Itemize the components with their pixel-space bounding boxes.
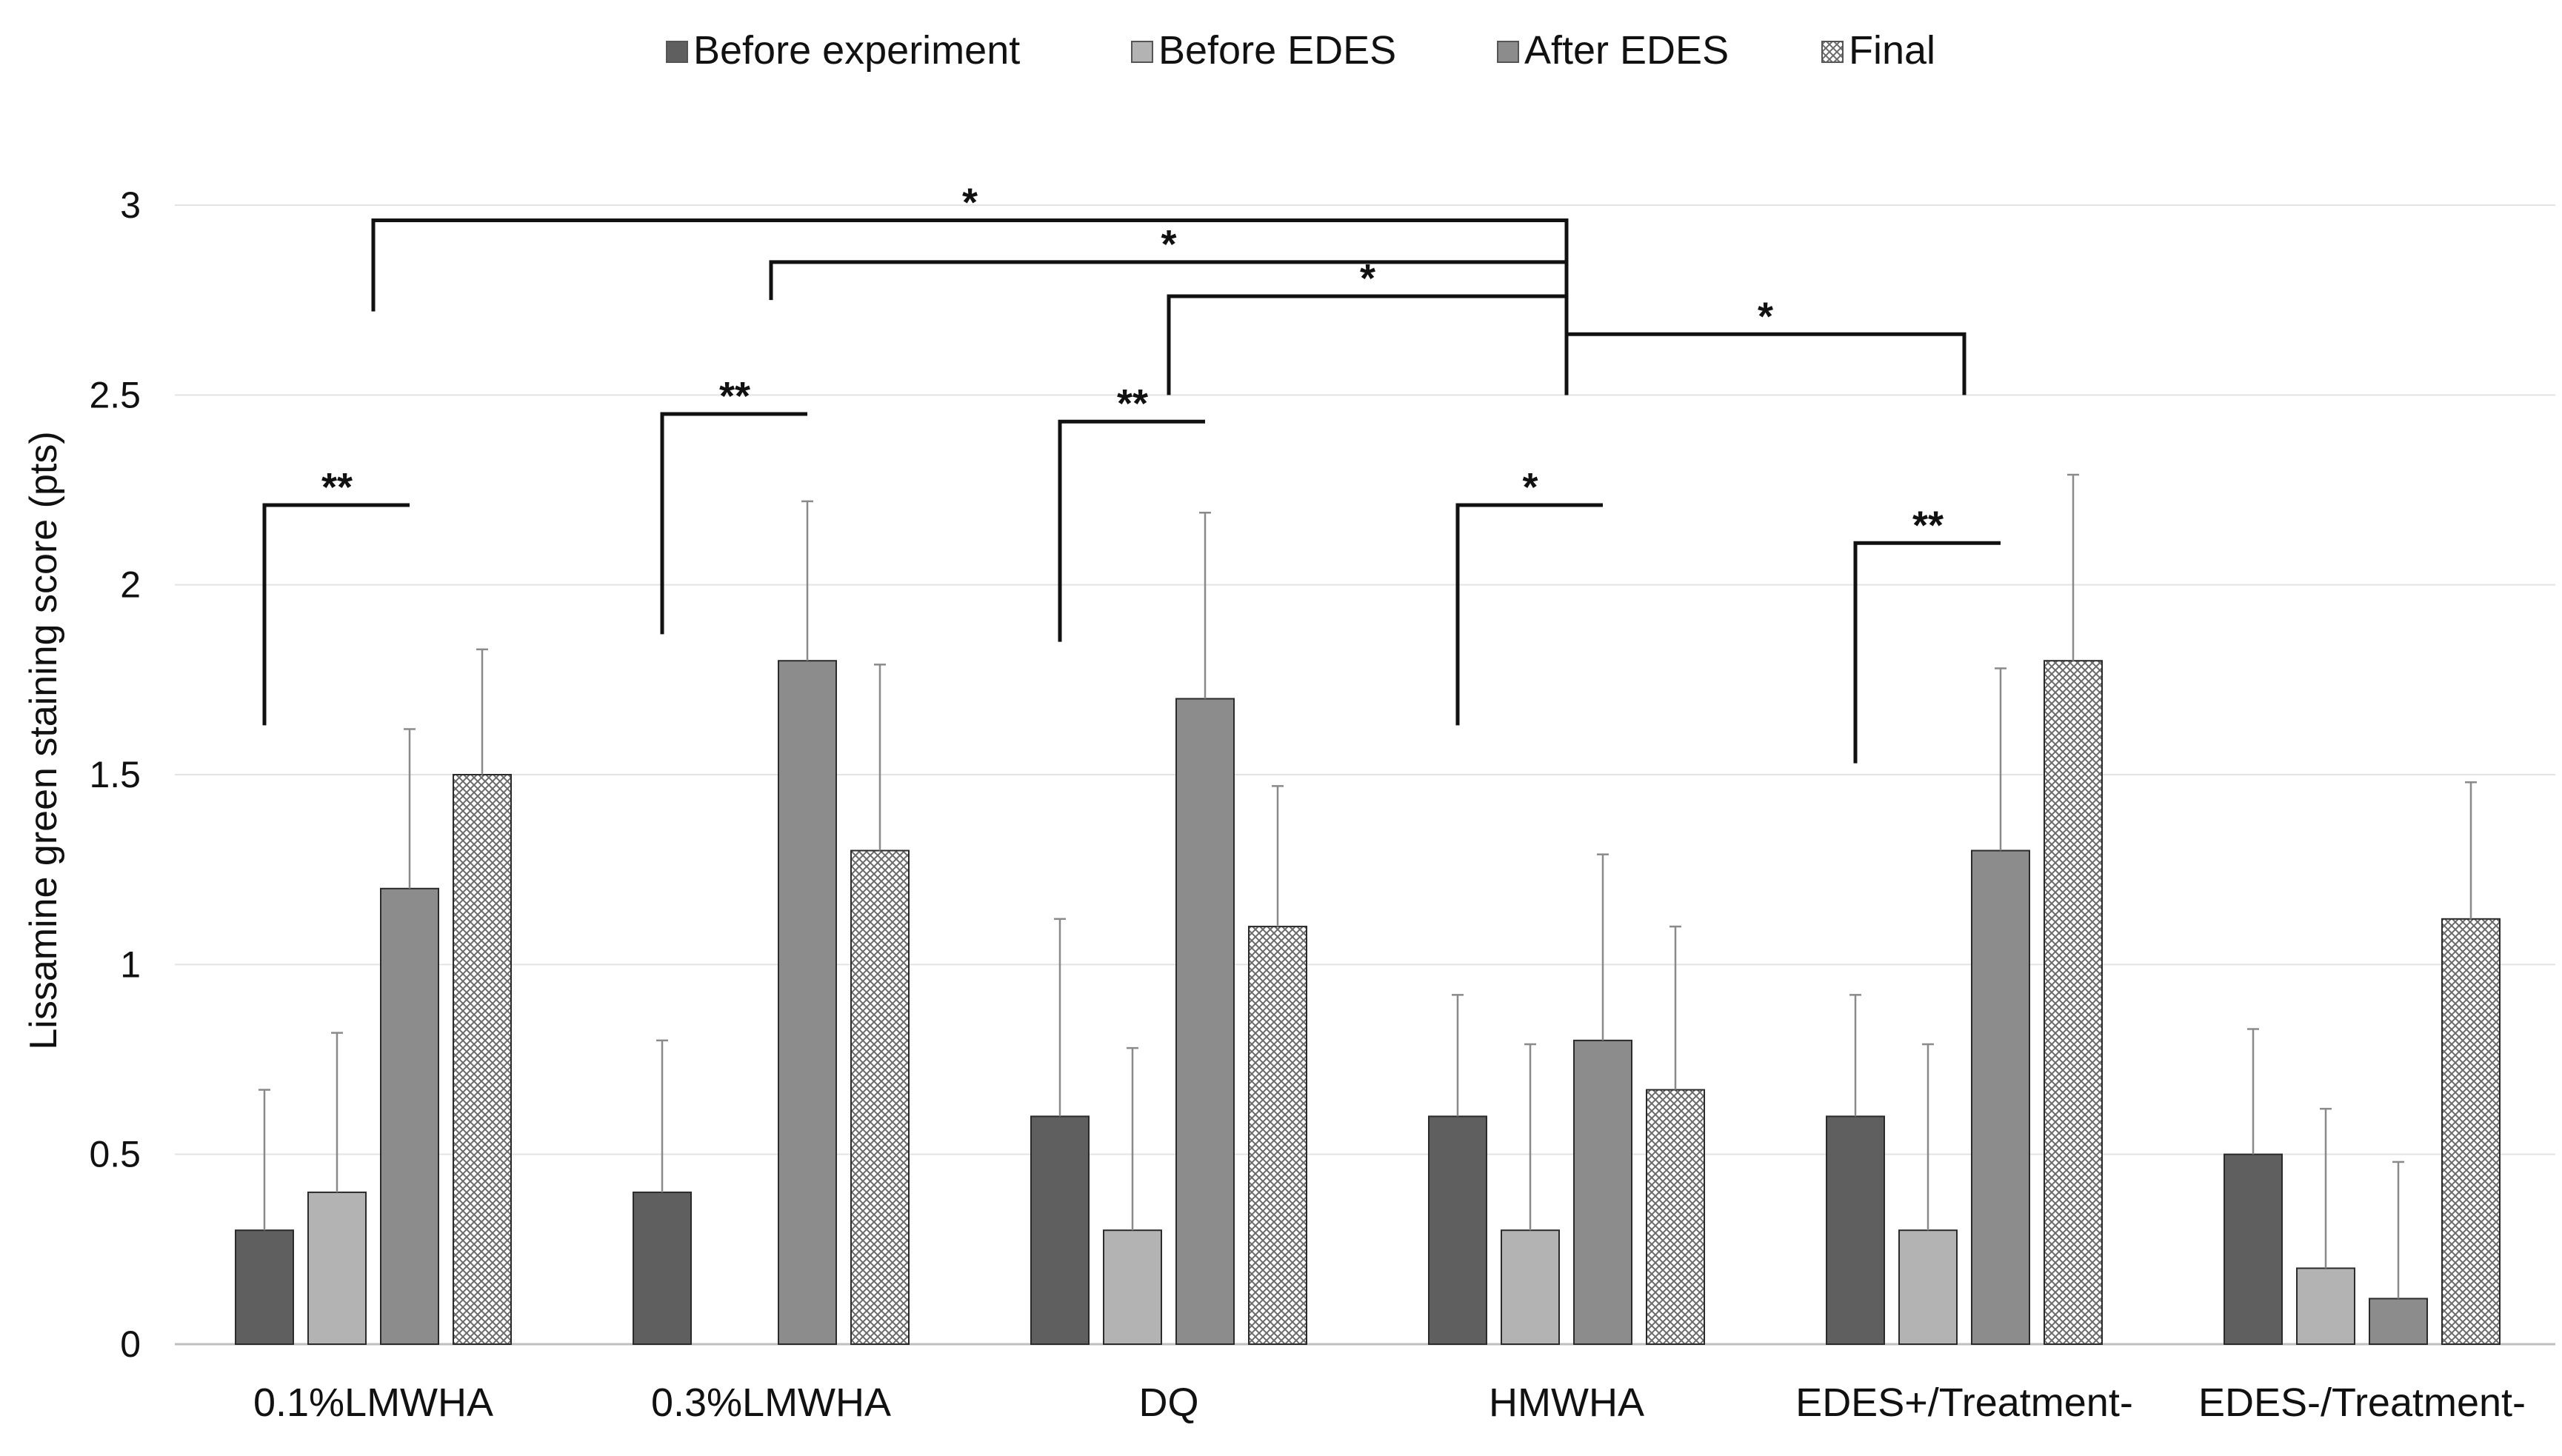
y-tick-label: 0	[120, 1323, 141, 1365]
bar	[2296, 1267, 2355, 1346]
significance-bracket	[660, 412, 807, 635]
legend-swatch-3	[1497, 41, 1519, 63]
bar	[2044, 660, 2103, 1345]
legend-label-2: Before EDES	[1158, 28, 1396, 73]
y-tick-label: 1.5	[89, 754, 141, 795]
legend-label-4: Final	[1849, 28, 1935, 73]
x-tick-label: EDES+/Treatment-	[1795, 1380, 2133, 1425]
legend-swatch-4	[1821, 41, 1844, 63]
legend-swatch-2	[1131, 41, 1153, 63]
x-axis-ticks: 0.1%LMWHA 0.3%LMWHA DQ HMWHA EDES+/Treatment…	[253, 1380, 2526, 1425]
significance-label: *	[1522, 465, 1538, 510]
significance-label: *	[1758, 294, 1773, 338]
legend-swatch-1	[666, 41, 688, 63]
significance-label: **	[1117, 381, 1148, 426]
significance-label: **	[719, 374, 750, 418]
significance-bracket	[1058, 419, 1205, 642]
bar	[235, 1229, 294, 1345]
bar	[380, 887, 439, 1346]
y-tick-label: 2.5	[89, 374, 141, 415]
bar	[1826, 1115, 1885, 1346]
gridlines	[175, 204, 2555, 1346]
bar	[2224, 1153, 2283, 1345]
bar	[2369, 1298, 2428, 1345]
bar	[850, 849, 910, 1345]
y-tick-label: 3	[120, 184, 141, 226]
bar	[633, 1191, 692, 1346]
bar	[1573, 1039, 1632, 1346]
y-tick-label: 2	[120, 564, 141, 606]
bar	[1248, 926, 1307, 1345]
bar	[1428, 1115, 1487, 1346]
bar	[307, 1191, 367, 1346]
x-tick-label: 0.3%LMWHA	[651, 1380, 891, 1425]
bar	[778, 660, 837, 1345]
significance-bracket	[1455, 503, 1603, 726]
significance-bracket	[371, 218, 1569, 395]
bar	[1501, 1229, 1560, 1345]
significance-label: **	[1912, 503, 1944, 547]
bars	[235, 660, 2501, 1346]
x-tick-label: HMWHA	[1489, 1380, 1644, 1425]
legend-label-3: After EDES	[1524, 28, 1729, 73]
bar	[1030, 1115, 1090, 1346]
significance-label: **	[321, 465, 353, 510]
significance-label: *	[962, 181, 978, 225]
bar	[1103, 1229, 1162, 1345]
error-bars	[258, 473, 2477, 1299]
bar	[453, 774, 512, 1345]
y-axis-ticks: 0 0.5 1 1.5 2 2.5 3	[89, 184, 141, 1365]
legend-label-1: Before experiment	[693, 28, 1020, 73]
bar	[1971, 849, 2030, 1345]
bar	[2441, 918, 2501, 1345]
x-tick-label: DQ	[1139, 1380, 1199, 1425]
significance-bracket	[262, 503, 410, 726]
y-axis-label: Lissamine green staining score (pts)	[22, 431, 65, 1049]
significance-bracket	[1167, 294, 1569, 395]
x-tick-label: 0.1%LMWHA	[253, 1380, 493, 1425]
bar	[1898, 1229, 1958, 1345]
significance-annotations: **** *********	[262, 181, 2001, 764]
bar	[1175, 698, 1235, 1345]
significance-bracket	[1853, 541, 2001, 764]
legend: Before experiment Before EDES After EDES Fi…	[666, 28, 1935, 73]
significance-label: *	[1161, 222, 1176, 267]
y-tick-label: 1	[120, 944, 141, 985]
bar	[1646, 1089, 1705, 1345]
significance-bracket	[1564, 332, 1966, 395]
y-tick-label: 0.5	[89, 1134, 141, 1175]
x-tick-label: EDES-/Treatment-	[2198, 1380, 2526, 1425]
significance-label: *	[1360, 256, 1375, 301]
